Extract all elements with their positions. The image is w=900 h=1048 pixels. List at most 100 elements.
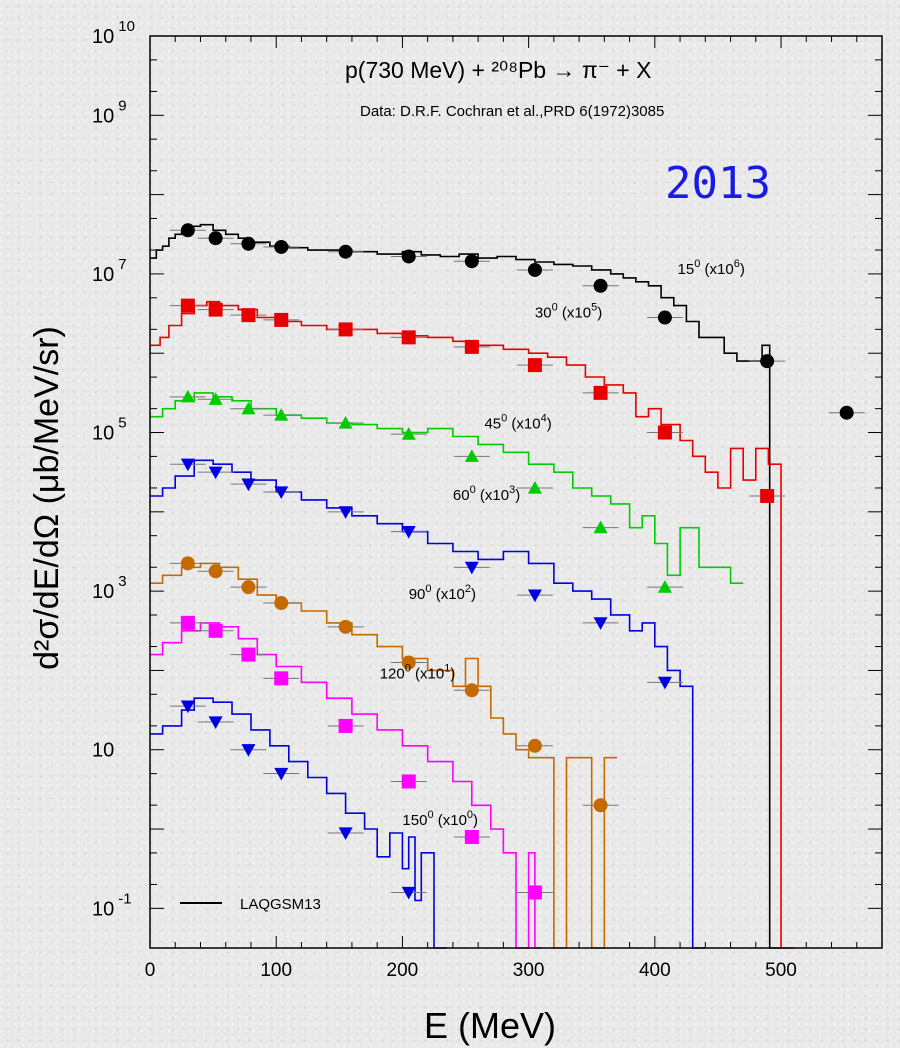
- series-label-factor: (x10: [434, 812, 467, 829]
- series-label-120deg: 1200 (x101): [380, 662, 456, 682]
- y-tick-label: 10 3: [92, 573, 127, 603]
- data-point: [338, 718, 353, 733]
- data-point: [241, 478, 256, 492]
- series-label-exponent: 6: [734, 258, 740, 270]
- series-label-angle: 15: [678, 261, 695, 278]
- data-point: [338, 416, 353, 429]
- data-point: [338, 619, 353, 634]
- data-point: [274, 408, 289, 421]
- series-label-degree: 0: [501, 413, 507, 425]
- data-point: [401, 427, 416, 440]
- series-label-exponent: 2: [465, 583, 471, 595]
- data-point: [180, 458, 195, 472]
- series-label-factor: (x10: [476, 487, 509, 504]
- series-label-close: ): [515, 487, 520, 504]
- data-point: [208, 466, 223, 480]
- data-point: [241, 308, 256, 323]
- series-label-factor: (x10: [507, 416, 540, 433]
- data-point: [274, 671, 289, 686]
- series-label-degree: 0: [427, 809, 433, 821]
- x-tick-label: 400: [639, 960, 671, 981]
- data-point: [464, 339, 479, 354]
- data-points: [169, 223, 865, 900]
- data-point: [401, 526, 416, 539]
- data-point: [274, 312, 289, 327]
- data-point: [180, 298, 195, 313]
- data-point: [760, 354, 775, 369]
- data-point: [241, 647, 256, 662]
- data-point: [527, 262, 542, 277]
- data-point: [464, 829, 479, 844]
- data-point: [208, 564, 223, 579]
- series-label-close: ): [597, 305, 602, 322]
- series-label-angle: 45: [484, 416, 501, 433]
- data-point: [241, 236, 256, 251]
- data-point: [401, 330, 416, 345]
- data-point: [401, 774, 416, 789]
- data-point: [657, 676, 672, 690]
- data-point: [180, 556, 195, 571]
- data-point: [464, 449, 479, 462]
- y-tick-label: 10: [92, 740, 114, 762]
- data-point: [401, 886, 416, 900]
- series-label-factor: (x10: [411, 665, 444, 682]
- series-label-30deg: 300 (x105): [535, 302, 602, 322]
- data-point: [208, 302, 223, 317]
- histogram-120deg: [150, 622, 542, 949]
- series-label-angle: 30: [535, 305, 552, 322]
- data-point: [208, 231, 223, 246]
- y-tick-label: 10 10: [92, 18, 135, 48]
- y-tick-exponent: 9: [118, 97, 126, 114]
- series-label-45deg: 450 (x104): [484, 413, 551, 433]
- series-label-degree: 0: [470, 484, 476, 496]
- data-point: [208, 392, 223, 405]
- y-tick-label: 10 5: [92, 415, 127, 445]
- series-label-60deg: 600 (x103): [453, 484, 520, 504]
- histogram-90deg: [150, 562, 617, 949]
- data-point: [657, 310, 672, 325]
- series-label-exponent: 3: [509, 484, 515, 496]
- data-point: [657, 425, 672, 440]
- series-label-degree: 0: [405, 662, 411, 674]
- series-label-degree: 0: [425, 583, 431, 595]
- y-tick-exponent: 3: [118, 573, 126, 590]
- histogram-15deg: [150, 223, 781, 949]
- series-label-close: ): [473, 812, 478, 829]
- plot-frame: [149, 35, 883, 949]
- y-tick-label: 10 -1: [92, 890, 132, 920]
- histogram-45deg: [150, 392, 744, 584]
- data-point: [527, 885, 542, 900]
- series-label-degree: 0: [694, 258, 700, 270]
- data-point: [401, 249, 416, 264]
- data-point: [527, 589, 542, 603]
- data-point: [241, 744, 256, 757]
- data-point: [527, 738, 542, 753]
- series-label-angle: 90: [409, 586, 426, 603]
- data-point: [274, 239, 289, 254]
- data-point: [274, 767, 289, 781]
- data-point: [180, 223, 195, 238]
- series-label-close: ): [740, 261, 745, 278]
- x-tick-label: 300: [513, 960, 545, 981]
- data-point: [208, 623, 223, 638]
- data-point: [593, 617, 608, 630]
- histogram-60deg: [150, 459, 706, 949]
- histogram-30deg: [150, 300, 794, 949]
- series-label-factor: (x10: [558, 305, 591, 322]
- series-label-angle: 120: [380, 665, 405, 682]
- data-point: [274, 596, 289, 611]
- histogram-150deg: [150, 697, 447, 949]
- legend-label: LAQGSM13: [240, 896, 321, 913]
- data-point: [593, 385, 608, 400]
- data-point: [338, 506, 353, 519]
- series-label-close: ): [450, 665, 455, 682]
- series-label-close: ): [547, 416, 552, 433]
- series-label-exponent: 4: [541, 413, 547, 425]
- series-label-150deg: 1500 (x100): [402, 809, 478, 829]
- data-point: [180, 389, 195, 403]
- series-label-90deg: 900 (x102): [409, 583, 476, 603]
- data-point: [527, 358, 542, 373]
- x-tick-label: 0: [145, 960, 156, 981]
- y-tick-label: 10 7: [92, 256, 127, 286]
